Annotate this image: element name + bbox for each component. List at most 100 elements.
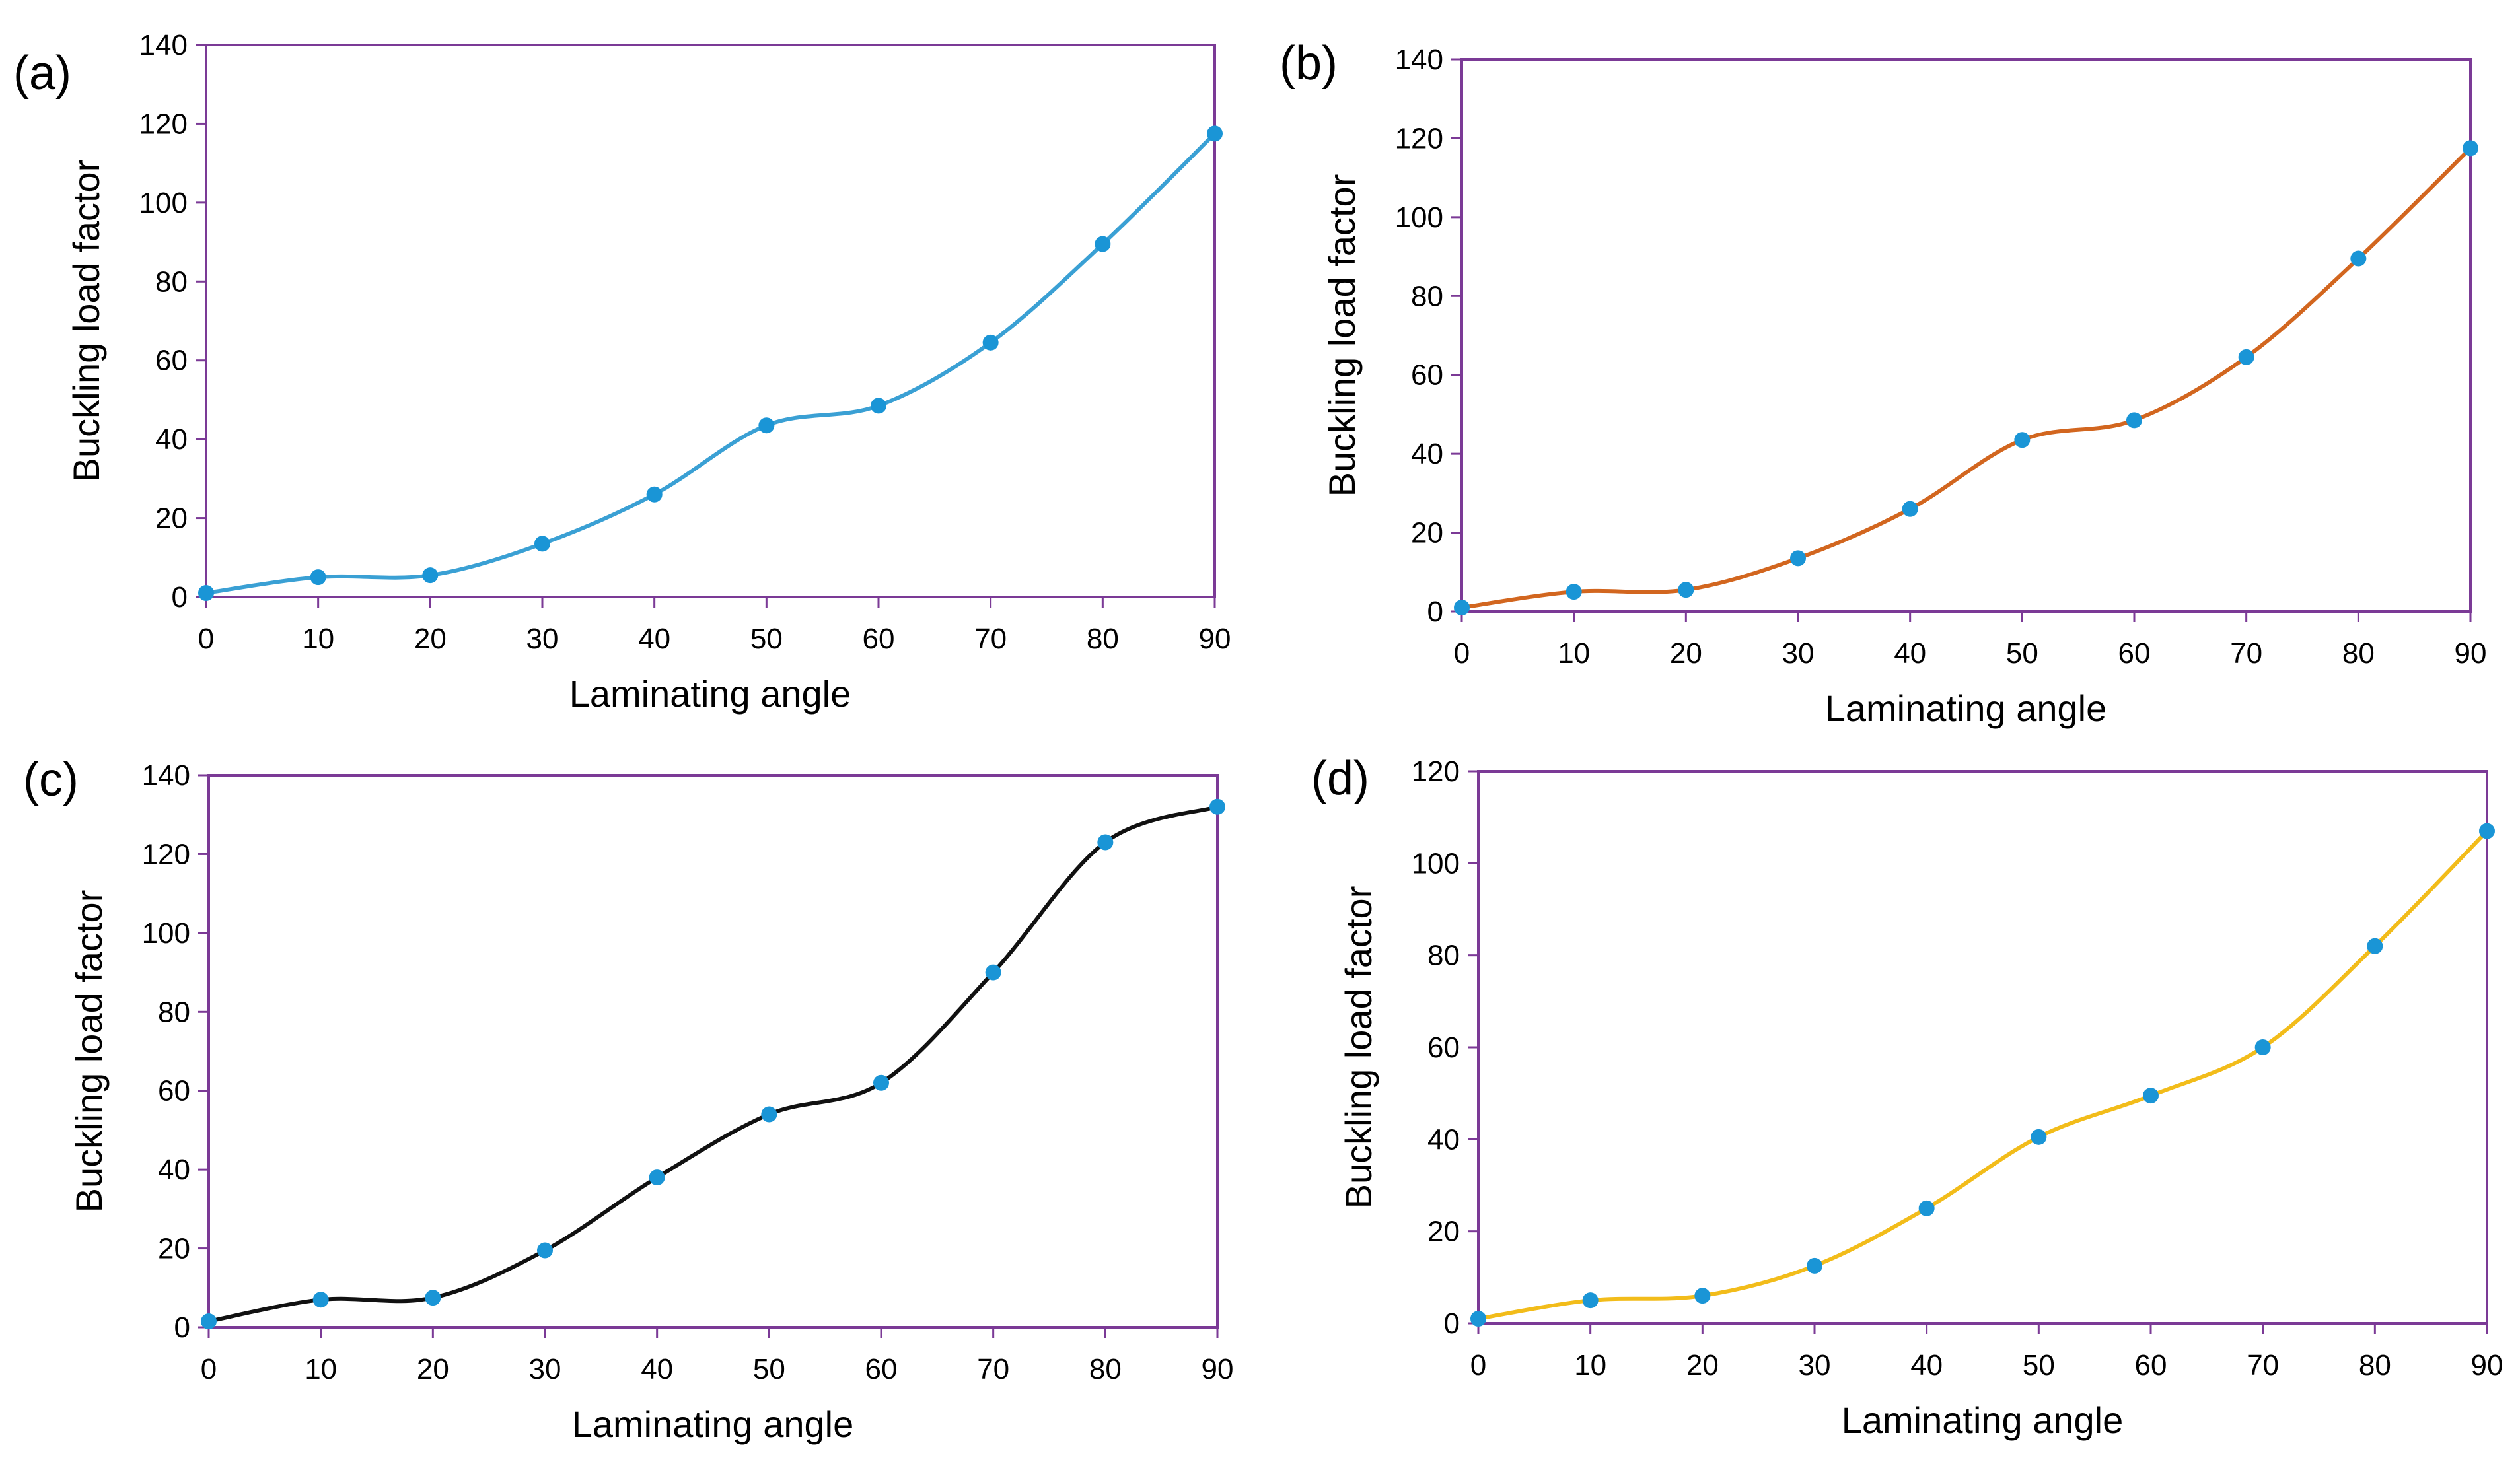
data-point xyxy=(1566,584,1582,600)
plot-frame xyxy=(207,774,1219,1329)
y-tick-label: 40 xyxy=(158,1154,190,1186)
data-point xyxy=(2254,1039,2271,1055)
y-tick-label: 100 xyxy=(142,917,190,950)
data-point xyxy=(2238,349,2254,365)
axis-ticks: 0 20 40 60 80 100 120 140 0 10 20 30 40 50 60 70 80 90 xyxy=(1395,44,2487,670)
x-tick-label: 0 xyxy=(198,623,214,655)
data-point xyxy=(1902,501,1918,517)
data-point xyxy=(1470,1311,1486,1327)
data-point xyxy=(425,1290,441,1306)
x-tick-label: 30 xyxy=(526,623,559,655)
x-tick-label: 30 xyxy=(1799,1349,1831,1381)
x-tick-label: 50 xyxy=(2023,1349,2055,1381)
x-tick-label: 40 xyxy=(641,1353,673,1385)
x-tick-label: 20 xyxy=(1670,637,1702,670)
y-tick-label: 40 xyxy=(155,423,188,456)
data-point xyxy=(873,1074,889,1091)
x-tick-label: 20 xyxy=(1686,1349,1719,1381)
chart-panel-d: (d) Buckling load factor Laminating angl… xyxy=(1311,752,2503,1441)
y-tick-label: 20 xyxy=(1411,517,1443,549)
data-point xyxy=(1209,798,1225,815)
y-tick-label: 0 xyxy=(174,1311,190,1344)
plot-frame xyxy=(1460,58,2472,613)
y-tick-label: 100 xyxy=(1395,201,1443,234)
data-point xyxy=(2350,250,2367,267)
y-tick-label: 0 xyxy=(1427,596,1443,628)
panel-label: (d) xyxy=(1311,752,1369,805)
x-tick-label: 20 xyxy=(414,623,447,655)
x-tick-label: 10 xyxy=(302,623,334,655)
x-tick-label: 60 xyxy=(2118,637,2151,670)
data-point xyxy=(1095,236,1111,252)
y-tick-label: 120 xyxy=(1412,755,1460,788)
data-point xyxy=(2126,412,2142,429)
series-marks xyxy=(201,798,1225,1330)
data-point xyxy=(537,1242,553,1259)
series-marks xyxy=(1454,140,2478,616)
y-tick-label: 120 xyxy=(139,108,188,140)
x-tick-label: 50 xyxy=(753,1353,785,1385)
x-tick-label: 90 xyxy=(2455,637,2487,670)
y-tick-label: 20 xyxy=(158,1233,190,1265)
x-tick-label: 50 xyxy=(750,623,783,655)
data-point xyxy=(1097,834,1114,851)
data-point xyxy=(2367,938,2383,954)
y-tick-label: 60 xyxy=(1411,359,1443,392)
y-tick-label: 40 xyxy=(1427,1123,1460,1156)
x-tick-label: 30 xyxy=(529,1353,561,1385)
x-tick-label: 30 xyxy=(1782,637,1815,670)
x-tick-label: 70 xyxy=(974,623,1007,655)
x-tick-label: 60 xyxy=(865,1353,898,1385)
x-tick-label: 10 xyxy=(305,1353,337,1385)
plot-frame xyxy=(1477,770,2488,1325)
plot-frame xyxy=(205,44,1216,598)
y-tick-label: 140 xyxy=(142,759,190,792)
data-point xyxy=(2014,432,2031,448)
y-tick-label: 120 xyxy=(142,838,190,870)
x-axis-label: Laminating angle xyxy=(569,673,851,715)
series-line xyxy=(1478,829,2489,1321)
data-point xyxy=(1790,550,1806,567)
y-tick-label: 100 xyxy=(1412,847,1460,880)
axis-ticks: 0 20 40 60 80 100 120 0 10 20 30 40 50 60 70 80 90 xyxy=(1412,755,2503,1381)
data-point xyxy=(2143,1088,2159,1104)
data-point xyxy=(1678,582,1694,598)
x-tick-label: 0 xyxy=(1470,1349,1486,1381)
data-point xyxy=(985,964,1001,981)
x-tick-label: 20 xyxy=(417,1353,449,1385)
data-point xyxy=(871,398,886,414)
x-tick-label: 90 xyxy=(1202,1353,1234,1385)
y-tick-label: 40 xyxy=(1411,438,1443,470)
data-point xyxy=(312,1292,329,1308)
x-axis-label: Laminating angle xyxy=(1825,687,2107,729)
x-tick-label: 90 xyxy=(2471,1349,2503,1381)
data-point xyxy=(2463,140,2478,157)
y-tick-label: 120 xyxy=(1395,122,1443,155)
x-tick-label: 10 xyxy=(1558,637,1590,670)
data-point xyxy=(2031,1129,2047,1145)
y-tick-label: 140 xyxy=(139,29,188,61)
x-tick-label: 80 xyxy=(1087,623,1119,655)
x-axis-label: Laminating angle xyxy=(1842,1399,2124,1441)
x-tick-label: 40 xyxy=(638,623,670,655)
data-point xyxy=(646,486,663,503)
data-point xyxy=(310,569,326,586)
series-marks xyxy=(1470,823,2495,1327)
x-tick-label: 80 xyxy=(2359,1349,2391,1381)
y-axis-label: Buckling load factor xyxy=(1321,174,1363,497)
series-line xyxy=(208,804,1218,1323)
x-tick-label: 10 xyxy=(1574,1349,1606,1381)
chart-panel-c: (c) Buckling load factor Laminating angl… xyxy=(23,753,1233,1445)
data-point xyxy=(1694,1288,1711,1304)
data-point xyxy=(422,567,439,584)
data-point xyxy=(761,1106,777,1123)
y-tick-label: 140 xyxy=(1395,44,1443,76)
y-tick-label: 80 xyxy=(1411,280,1443,312)
x-tick-label: 60 xyxy=(863,623,895,655)
series-line xyxy=(205,132,1217,595)
data-point xyxy=(1454,600,1470,616)
y-tick-label: 20 xyxy=(1427,1216,1460,1248)
axis-ticks: 0 20 40 60 80 100 120 140 0 10 20 30 40 50 60 70 80 90 xyxy=(142,759,1234,1385)
data-point xyxy=(201,1313,217,1330)
